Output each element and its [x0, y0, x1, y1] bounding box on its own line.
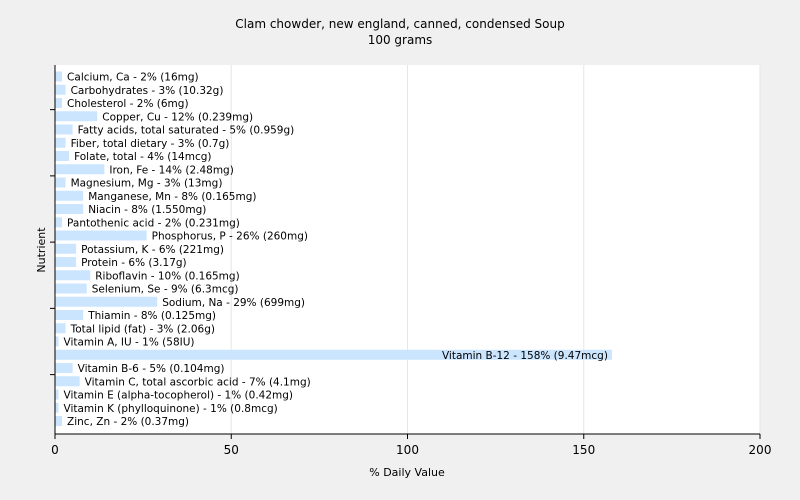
bars: [55, 71, 612, 426]
bar-label: Protein - 6% (3.17g): [81, 257, 187, 269]
bar: [55, 349, 612, 360]
x-tick-label: 150: [572, 443, 595, 457]
bar-label: Total lipid (fat) - 3% (2.06g): [70, 323, 215, 335]
bar: [55, 111, 98, 122]
bar-label: Folate, total - 4% (14mcg): [74, 151, 211, 163]
x-tick-label: 0: [51, 443, 59, 457]
bar-label: Vitamin B-12 - 158% (9.47mcg): [442, 350, 608, 362]
bar: [55, 98, 63, 108]
bar: [55, 84, 66, 95]
bar-label: Sodium, Na - 29% (699mg): [162, 297, 305, 309]
bar: [55, 151, 70, 161]
chart-title: Clam chowder, new england, canned, conde…: [235, 17, 564, 31]
bar-label: Cholesterol - 2% (6mg): [67, 98, 189, 110]
bar-labels: Calcium, Ca - 2% (16mg)Carbohydrates - 3…: [64, 72, 608, 429]
bar: [55, 204, 84, 214]
bar-label: Riboflavin - 10% (0.165mg): [95, 270, 239, 282]
bar-label: Niacin - 8% (1.550mg): [88, 204, 206, 216]
bar: [55, 270, 91, 281]
bar-label: Potassium, K - 6% (221mg): [81, 244, 224, 256]
bar: [55, 336, 59, 347]
bar: [55, 243, 77, 254]
bar: [55, 389, 59, 400]
bar-label: Iron, Fe - 14% (2.48mg): [109, 164, 233, 176]
bar: [55, 137, 66, 148]
x-tick-label: 50: [224, 443, 239, 457]
bar: [55, 217, 63, 228]
bar: [55, 402, 59, 413]
y-axis-ticks: [50, 109, 55, 376]
bar: [55, 376, 80, 387]
bar-label: Zinc, Zn - 2% (0.37mg): [67, 416, 189, 428]
bar-label: Vitamin E (alpha-tocopherol) - 1% (0.42m…: [64, 390, 294, 402]
bar: [55, 416, 63, 426]
bar: [55, 230, 147, 241]
chart-subtitle: 100 grams: [368, 33, 433, 47]
x-axis-ticks: 0 50 100 150 200: [51, 434, 771, 457]
bar-label: Vitamin C, total ascorbic acid - 7% (4.1…: [85, 376, 311, 388]
bar-label: Calcium, Ca - 2% (16mg): [67, 72, 199, 84]
bar: [55, 177, 66, 188]
x-tick-label: 100: [396, 443, 419, 457]
bar-label: Phosphorus, P - 26% (260mg): [152, 231, 308, 243]
bar-label: Vitamin B-6 - 5% (0.104mg): [78, 363, 225, 375]
bar-label: Magnesium, Mg - 3% (13mg): [71, 178, 223, 190]
bar-label: Manganese, Mn - 8% (0.165mg): [88, 191, 256, 203]
bar-label: Carbohydrates - 3% (10.32g): [71, 85, 224, 97]
bar-label: Vitamin K (phylloquinone) - 1% (0.8mcg): [64, 403, 278, 415]
bar: [55, 124, 73, 135]
bar-label: Thiamin - 8% (0.125mg): [87, 310, 216, 322]
bar: [55, 283, 87, 294]
bar: [55, 190, 84, 201]
bar: [55, 164, 105, 175]
gridlines: [230, 65, 761, 434]
bar-label: Copper, Cu - 12% (0.239mg): [102, 111, 253, 123]
x-axis-label: % Daily Value: [369, 466, 445, 479]
bar-label: Pantothenic acid - 2% (0.231mg): [67, 217, 240, 229]
bar: [55, 296, 158, 307]
x-tick-label: 200: [749, 443, 772, 457]
bar: [55, 71, 63, 82]
bar: [55, 323, 66, 334]
bar: [55, 363, 73, 373]
bar-label: Fiber, total dietary - 3% (0.7g): [71, 138, 230, 150]
bar-label: Fatty acids, total saturated - 5% (0.959…: [78, 125, 295, 137]
bar-label: Selenium, Se - 9% (6.3mcg): [92, 284, 239, 296]
y-axis-label: Nutrient: [35, 227, 48, 273]
bar: [55, 257, 77, 267]
bar: [55, 310, 84, 320]
bar-label: Vitamin A, IU - 1% (58IU): [64, 337, 195, 349]
